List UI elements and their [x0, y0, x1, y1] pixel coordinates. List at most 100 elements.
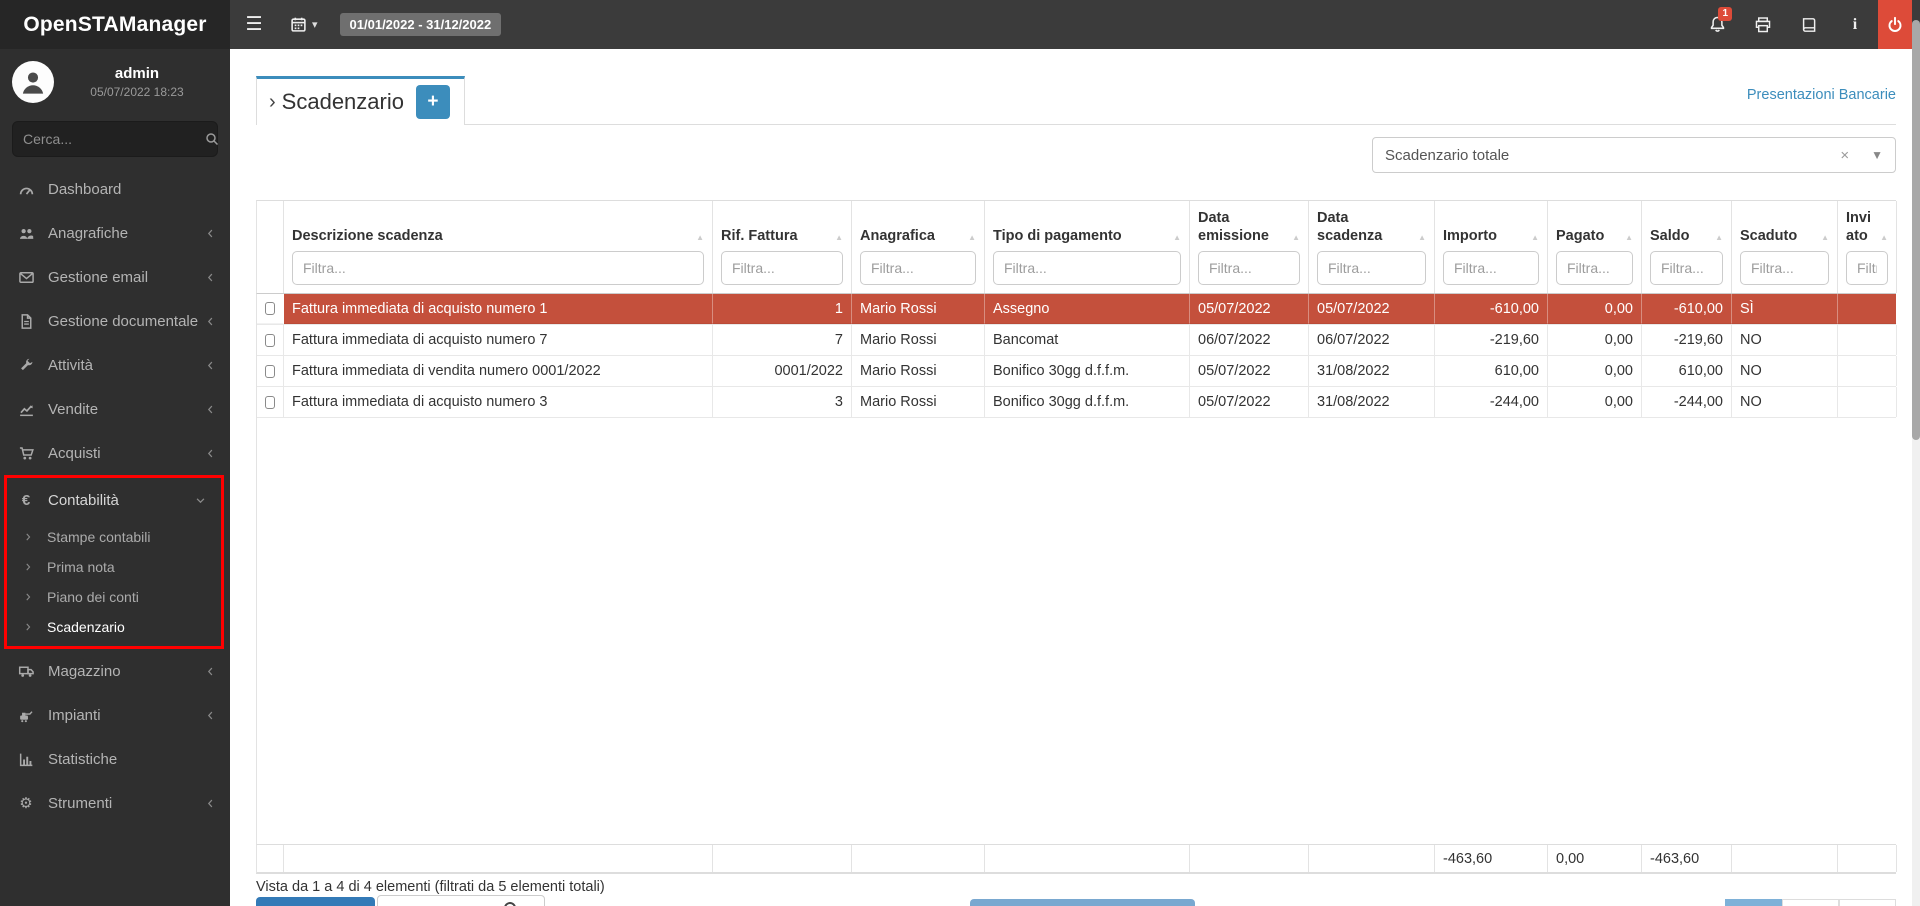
sidebar-section-gestione-email: Gestione email: [0, 255, 230, 299]
clock-icon: [504, 902, 516, 906]
column-header-inviato[interactable]: Inviato ▲: [1838, 201, 1897, 294]
period-calendar-button[interactable]: ▾: [290, 16, 318, 33]
row-checkbox[interactable]: [265, 302, 275, 316]
clear-icon[interactable]: ×: [1840, 146, 1850, 164]
sidebar-section-vendite: Vendite: [0, 387, 230, 431]
column-header-importo[interactable]: Importo ▲: [1435, 201, 1548, 294]
sort-asc-icon[interactable]: ▲: [1173, 233, 1181, 243]
sidebar-item-anagrafiche[interactable]: Anagrafiche: [0, 211, 230, 255]
notifications-button[interactable]: 1: [1694, 0, 1740, 49]
sidebar-item-statistiche[interactable]: Statistiche: [0, 737, 230, 781]
column-filter-input[interactable]: [292, 251, 704, 286]
table-cell: 05/07/2022: [1190, 387, 1309, 418]
column-filter-input[interactable]: [993, 251, 1181, 286]
info-button[interactable]: i: [1832, 0, 1878, 49]
footer-total-cell: [284, 845, 713, 873]
table-cell: [1838, 356, 1897, 387]
sort-asc-icon[interactable]: ▲: [1821, 233, 1829, 243]
sort-asc-icon[interactable]: ▲: [1625, 233, 1633, 243]
sidebar-subitem-stampe-contabili[interactable]: Stampe contabili: [7, 522, 221, 552]
date-range-badge[interactable]: 01/01/2022 - 31/12/2022: [339, 13, 502, 36]
table-cell: 0,00: [1548, 356, 1642, 387]
sidebar-item-contabilit-[interactable]: € Contabilità: [7, 478, 221, 522]
sidebar-item-strumenti[interactable]: ⚙ Strumenti: [0, 781, 230, 825]
sidebar-item-dashboard[interactable]: Dashboard: [0, 167, 230, 211]
sort-asc-icon[interactable]: ▲: [835, 233, 843, 243]
chevron-left-icon: [205, 271, 216, 284]
hamburger-menu-icon[interactable]: ☰: [245, 14, 263, 35]
scrollbar-thumb[interactable]: [1912, 20, 1920, 440]
export-button[interactable]: [970, 899, 1195, 906]
column-header-pagato[interactable]: Pagato ▲: [1548, 201, 1642, 294]
scadenzario-filter-select[interactable]: Scadenzario totale × ▼: [1372, 137, 1896, 173]
sidebar-subitem-scadenzario[interactable]: Scadenzario: [7, 612, 221, 642]
page-length-select[interactable]: [377, 895, 545, 906]
column-header-tipo-di-pagamento[interactable]: Tipo di pagamento ▲: [985, 201, 1190, 294]
column-filter-input[interactable]: [1443, 251, 1539, 286]
sidebar-item-impianti[interactable]: Impianti: [0, 693, 230, 737]
search-icon[interactable]: [204, 131, 220, 147]
table-cell: [1838, 387, 1897, 418]
search-input[interactable]: [23, 131, 204, 147]
table-cell: -610,00: [1642, 294, 1732, 325]
sidebar-item-gestione-documentale[interactable]: Gestione documentale: [0, 299, 230, 343]
sort-asc-icon[interactable]: ▲: [1531, 233, 1539, 243]
sidebar-item-magazzino[interactable]: Magazzino: [0, 649, 230, 693]
table-row[interactable]: Fattura immediata di vendita numero 0001…: [257, 356, 1897, 388]
sidebar-subitem-prima-nota[interactable]: Prima nota: [7, 552, 221, 582]
logo[interactable]: OpenSTAManager: [0, 0, 230, 49]
sidebar-item-vendite[interactable]: Vendite: [0, 387, 230, 431]
tab-scadenzario[interactable]: › Scadenzario +: [256, 76, 465, 125]
submenu-item-wrap: Stampe contabili: [7, 522, 221, 552]
pagination-page-1[interactable]: [1725, 899, 1782, 906]
sidebar-subitem-piano-dei-conti[interactable]: Piano dei conti: [7, 582, 221, 612]
users-icon: [16, 225, 36, 242]
sidebar-item-gestione-email[interactable]: Gestione email: [0, 255, 230, 299]
column-header-data-scadenza[interactable]: Data scadenza ▲: [1309, 201, 1435, 294]
table-cell: Fattura immediata di acquisto numero 1: [284, 294, 713, 325]
print-button[interactable]: [1740, 0, 1786, 49]
sort-asc-icon[interactable]: ▲: [1715, 233, 1723, 243]
row-checkbox[interactable]: [265, 333, 275, 347]
sort-asc-icon[interactable]: ▲: [1292, 233, 1300, 243]
sidebar-item-attivit-[interactable]: Attività: [0, 343, 230, 387]
cart-icon: [16, 445, 36, 462]
column-header-anagrafica[interactable]: Anagrafica ▲: [852, 201, 985, 294]
row-checkbox[interactable]: [265, 364, 275, 378]
sort-asc-icon[interactable]: ▲: [1880, 233, 1888, 243]
sort-asc-icon[interactable]: ▲: [968, 233, 976, 243]
column-filter-input[interactable]: [1740, 251, 1829, 286]
column-filter-input[interactable]: [1846, 251, 1888, 286]
pagination-next[interactable]: [1839, 899, 1896, 906]
table-cell: 3: [713, 387, 852, 418]
sort-asc-icon[interactable]: ▲: [1418, 233, 1426, 243]
column-filter-input[interactable]: [1317, 251, 1426, 286]
column-header-data-emissione[interactable]: Data emissione ▲: [1190, 201, 1309, 294]
table-cell: 0,00: [1548, 387, 1642, 418]
column-filter-input[interactable]: [1198, 251, 1300, 286]
column-filter-input[interactable]: [1556, 251, 1633, 286]
column-header-descrizione-scadenza[interactable]: Descrizione scadenza ▲: [284, 201, 713, 294]
column-filter-input[interactable]: [860, 251, 976, 286]
column-filter-input[interactable]: [721, 251, 843, 286]
column-filter-input[interactable]: [1650, 251, 1723, 286]
bulk-action-button[interactable]: [256, 897, 375, 906]
column-header-scaduto[interactable]: Scaduto ▲: [1732, 201, 1838, 294]
sidebar-item-acquisti[interactable]: Acquisti: [0, 431, 230, 475]
sort-asc-icon[interactable]: ▲: [696, 233, 704, 243]
logout-button[interactable]: [1878, 0, 1912, 49]
docs-button[interactable]: [1786, 0, 1832, 49]
user-datetime: 05/07/2022 18:23: [90, 85, 184, 99]
column-header-rif-fattura[interactable]: Rif. Fattura ▲: [713, 201, 852, 294]
column-header-saldo[interactable]: Saldo ▲: [1642, 201, 1732, 294]
presentazioni-bancarie-link[interactable]: Presentazioni Bancarie: [1746, 87, 1896, 103]
scrollbar-track[interactable]: [1912, 49, 1920, 906]
footer-total-cell: -463,60: [1642, 845, 1732, 873]
pagination-page-2[interactable]: [1782, 899, 1839, 906]
row-checkbox[interactable]: [265, 395, 275, 409]
add-scadenza-button[interactable]: +: [415, 85, 450, 119]
table-cell: 7: [713, 325, 852, 356]
